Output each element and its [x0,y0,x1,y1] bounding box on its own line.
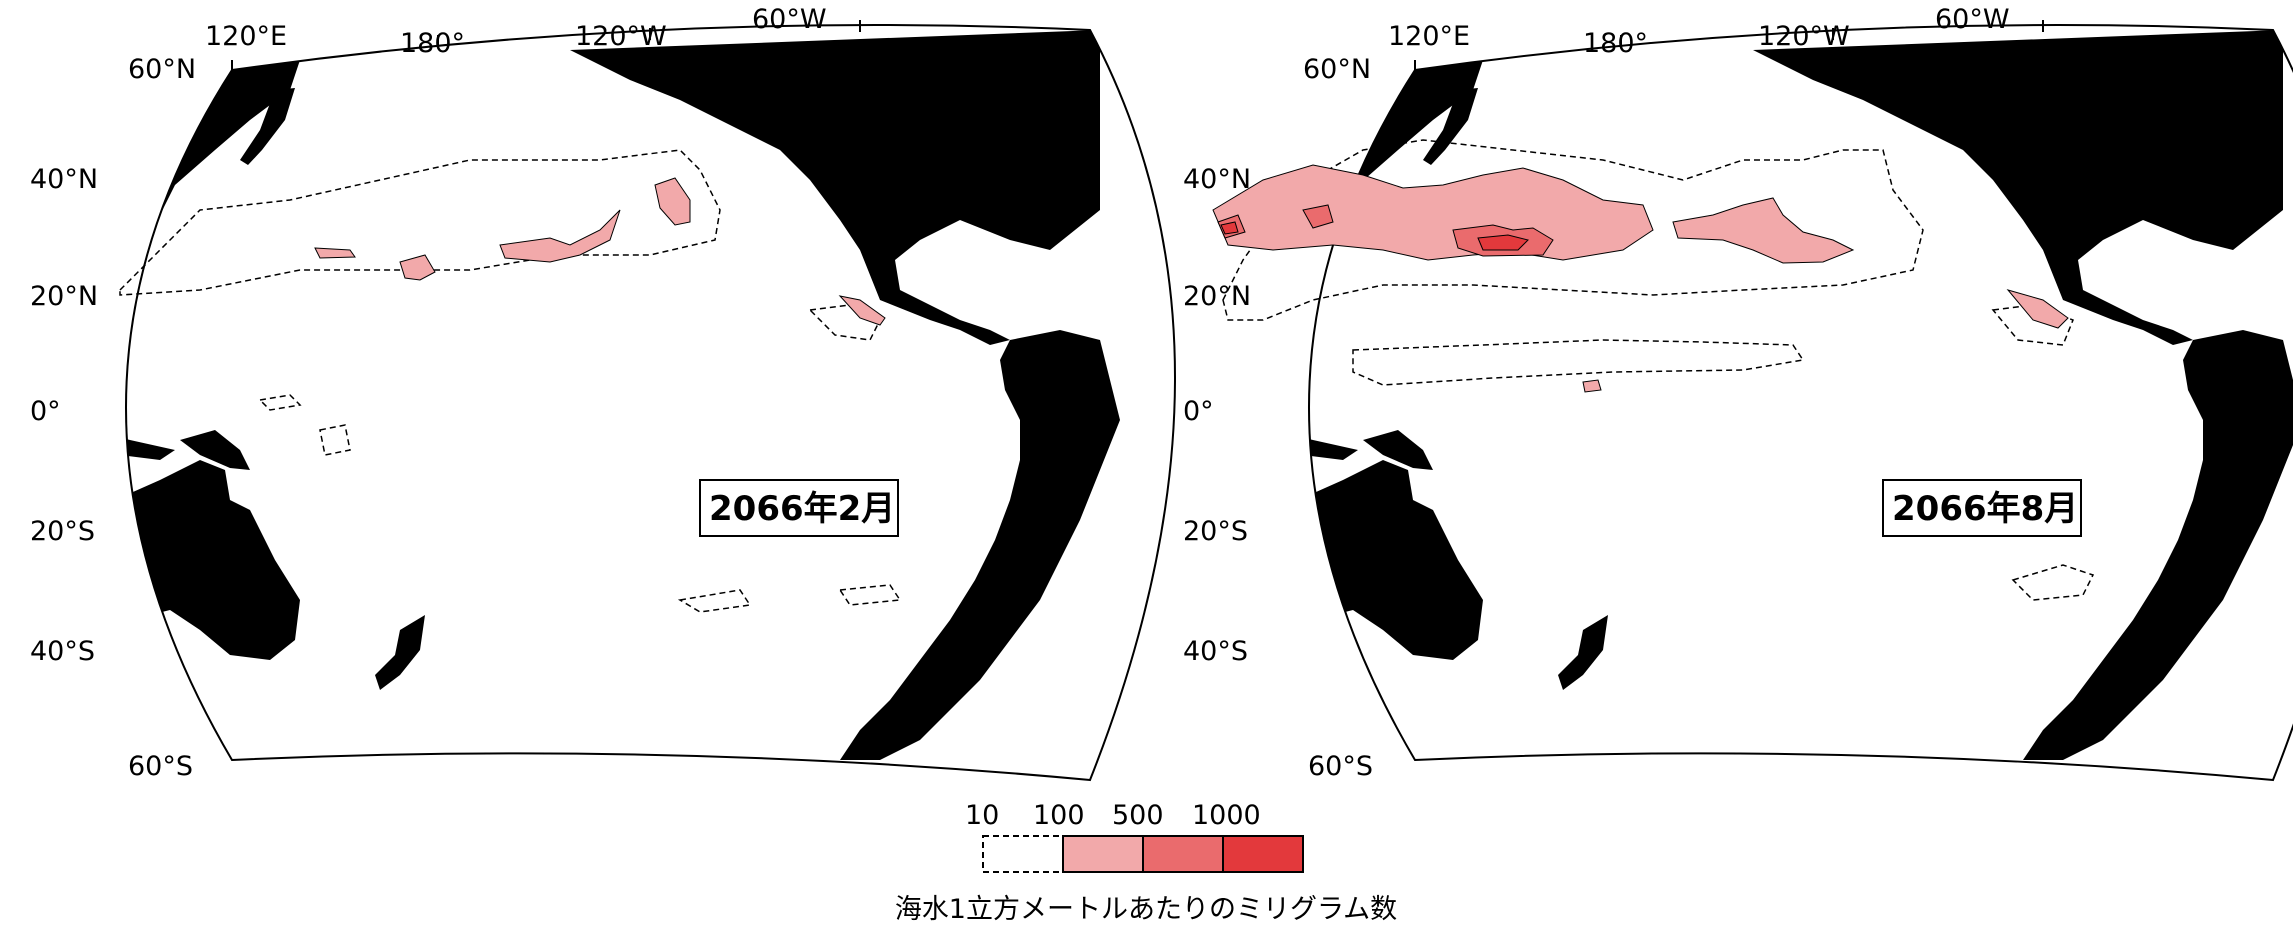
contour-10-tropic [1352,339,1805,386]
label-60s: 60°S [128,751,193,782]
contour-100-c [399,254,436,281]
label-120e: 120°E [205,21,287,52]
top-labels: 120°E 180° 120°W 60°W [205,4,827,59]
landmass-north-america [1753,30,2283,345]
map-august: 120°E 180° 120°W 60°W 60°N 40°N 20°N 0° … [1183,0,2293,800]
map-august-svg: 120°E 180° 120°W 60°W 60°N 40°N 20°N 0° … [1183,4,2293,782]
left-labels: 60°N 40°N 20°N 0° 20°S 40°S 60°S [30,54,196,782]
contour-1000-a [1477,234,1529,251]
landmass-new-guinea [180,430,250,470]
contour-1000-b [1220,221,1239,235]
contour-500-b [1302,204,1334,229]
landmass-south-america [2023,330,2293,760]
concentration-contours [1212,139,2095,601]
concentration-contours [119,149,902,613]
label-20n: 20°N [1183,281,1251,312]
contour-100-equator [1582,379,1602,393]
landmass-indonesia [1309,430,1358,460]
legend-swatch-100 [1062,835,1144,873]
label-60w: 60°W [752,4,827,35]
map-february-svg: 120°E 180° 120°W 60°W 60°N 40°N 20°N 0° … [30,4,1176,782]
legend-svg: 10 100 500 1000 海水1立方メートルあたりのミリグラム数 [895,800,1397,925]
label-0: 0° [30,396,61,427]
label-60w: 60°W [1935,4,2010,35]
label-60s: 60°S [1308,751,1373,782]
landmass-japan [240,88,295,165]
map-title-box: 2066年8月 [1882,479,2082,537]
contour-10-south-a [677,589,752,613]
label-0: 0° [1183,396,1214,427]
label-180: 180° [400,28,465,59]
label-180: 180° [1583,28,1648,59]
label-60n: 60°N [1303,54,1371,85]
label-20s: 20°S [30,516,95,547]
contour-100-mexico [2006,289,2069,329]
map-february: 120°E 180° 120°W 60°W 60°N 40°N 20°N 0° … [0,0,1180,800]
contour-10-west-a [258,394,302,411]
legend-swatch-500 [1142,835,1224,873]
landmass-south-america [840,330,1120,760]
map-title: 2066年8月 [1892,489,2078,529]
legend-level-500: 500 [1112,800,1164,831]
label-40n: 40°N [1183,164,1251,195]
legend-level-1000: 1000 [1192,800,1261,831]
map-title-box: 2066年2月 [699,479,899,537]
legend-level-100: 100 [1033,800,1085,831]
label-120w: 120°W [575,21,667,52]
contour-10-south [2011,564,2095,601]
contour-100-east-band [1672,197,1855,264]
legend-level-10: 10 [965,800,999,831]
legend-caption: 海水1立方メートルあたりのミリグラム数 [895,894,1397,925]
contour-100-e [838,295,886,326]
contour-100-b [654,177,691,226]
contour-100-a [499,209,621,263]
label-20s: 20°S [1183,516,1248,547]
top-ticks [231,20,861,70]
top-ticks [1414,20,2044,70]
map-title: 2066年2月 [709,489,895,529]
contour-100-d [314,247,356,259]
label-120e: 120°E [1388,21,1470,52]
contour-10-north [119,149,721,296]
top-labels: 120°E 180° 120°W 60°W [1388,4,2010,59]
landmass-new-zealand [1558,615,1608,690]
legend: 10 100 500 1000 海水1立方メートルあたりのミリグラム数 [0,790,2293,938]
contour-10-north [1222,139,1924,321]
contour-10-east [808,304,882,341]
label-120w: 120°W [1758,21,1850,52]
label-40n: 40°N [30,164,98,195]
landmass-indonesia [126,430,175,460]
label-20n: 20°N [30,281,98,312]
landmass-japan [1423,88,1478,165]
contour-10-west-b [319,424,351,456]
landmass-new-zealand [375,615,425,690]
contour-10-south-b [838,584,902,606]
label-60n: 60°N [128,54,196,85]
label-40s: 40°S [30,636,95,667]
landmass-north-america [570,30,1100,345]
legend-swatch-1000 [1222,835,1304,873]
left-labels: 60°N 40°N 20°N 0° 20°S 40°S 60°S [1183,54,1373,782]
landmass-new-guinea [1363,430,1433,470]
label-40s: 40°S [1183,636,1248,667]
legend-swatch-10 [982,835,1064,873]
